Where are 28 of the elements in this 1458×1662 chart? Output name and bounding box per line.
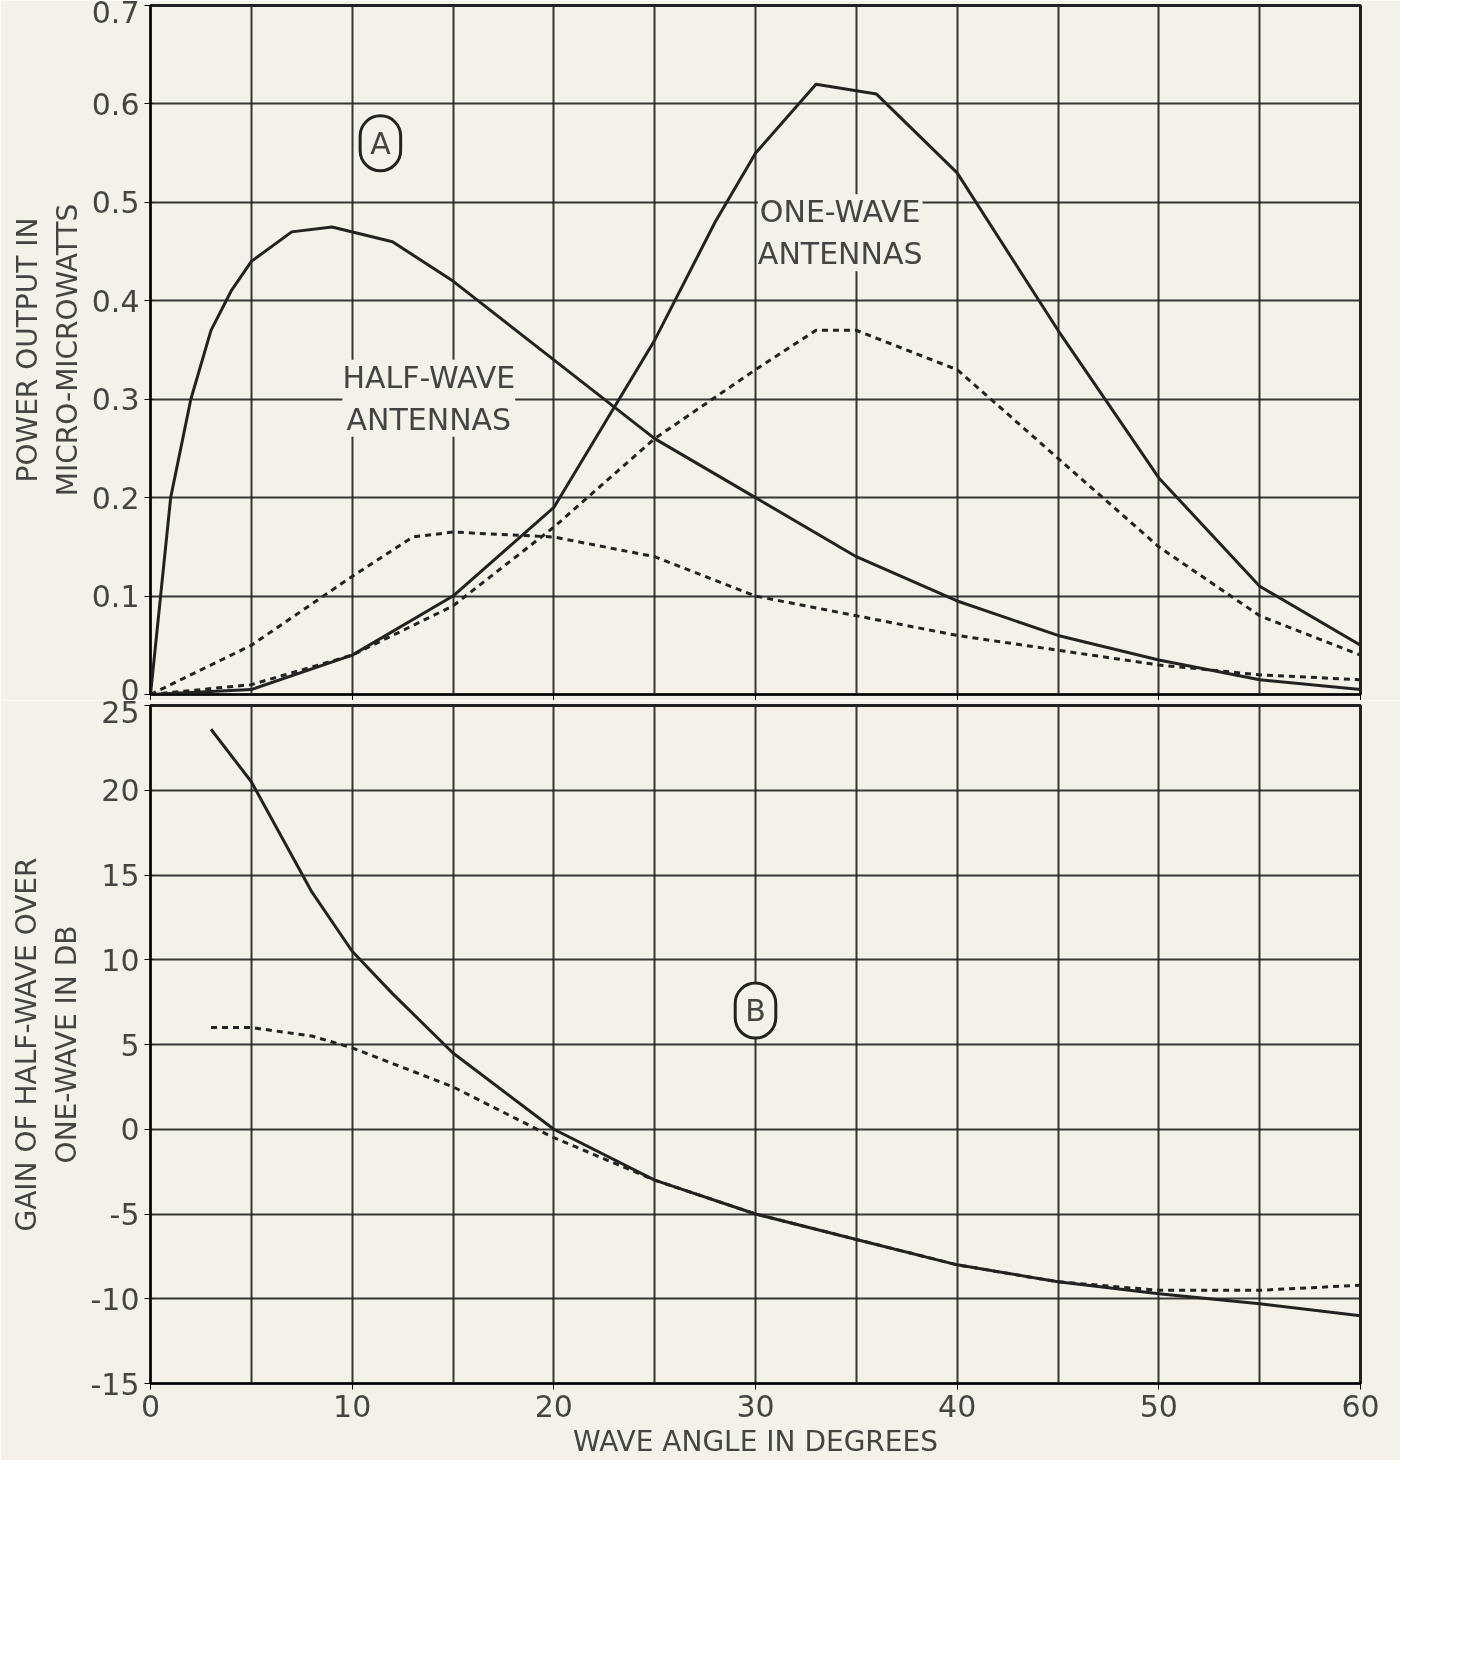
y-tick-label: -10 (90, 1281, 140, 1317)
y-tick-label: 0.5 (91, 185, 140, 221)
annotation: B (745, 993, 766, 1029)
y-tick-label: 5 (120, 1027, 140, 1063)
y-tick-label: 20 (101, 773, 140, 809)
y-tick-label: 0.6 (91, 86, 140, 122)
x-tick-label: 20 (534, 1388, 573, 1424)
annotation: A (370, 125, 392, 161)
x-tick-label: 40 (938, 1388, 977, 1424)
y-axis-title: GAIN OF HALF-WAVE OVER ONE-WAVE IN DB (9, 857, 83, 1232)
y-tick-label: 0 (120, 1112, 140, 1148)
y-tick-label: 0.4 (91, 283, 140, 319)
x-tick-label: 30 (736, 1388, 775, 1424)
y-tick-label: 0.7 (91, 0, 140, 30)
y-tick-label: -15 (90, 1366, 140, 1402)
y-axis-title: POWER OUTPUT IN MICRO-MICROWATTS (11, 203, 84, 497)
x-tick-label: 60 (1341, 1388, 1380, 1424)
x-tick-label: 10 (333, 1388, 372, 1424)
y-tick-label: 0.1 (91, 579, 140, 615)
y-tick-label: 0.2 (91, 480, 140, 516)
x-axis-title: WAVE ANGLE IN DEGREES (573, 1424, 938, 1458)
y-tick-label: 10 (101, 942, 140, 978)
annotation: HALF-WAVE ANTENNAS (342, 359, 516, 437)
y-tick-label: 0.3 (91, 382, 140, 418)
y-tick-label: 15 (101, 858, 140, 893)
annotation: ONE-WAVE ANTENNAS (757, 194, 923, 272)
x-tick-label: 50 (1139, 1388, 1178, 1424)
y-tick-label: -5 (109, 1197, 140, 1232)
